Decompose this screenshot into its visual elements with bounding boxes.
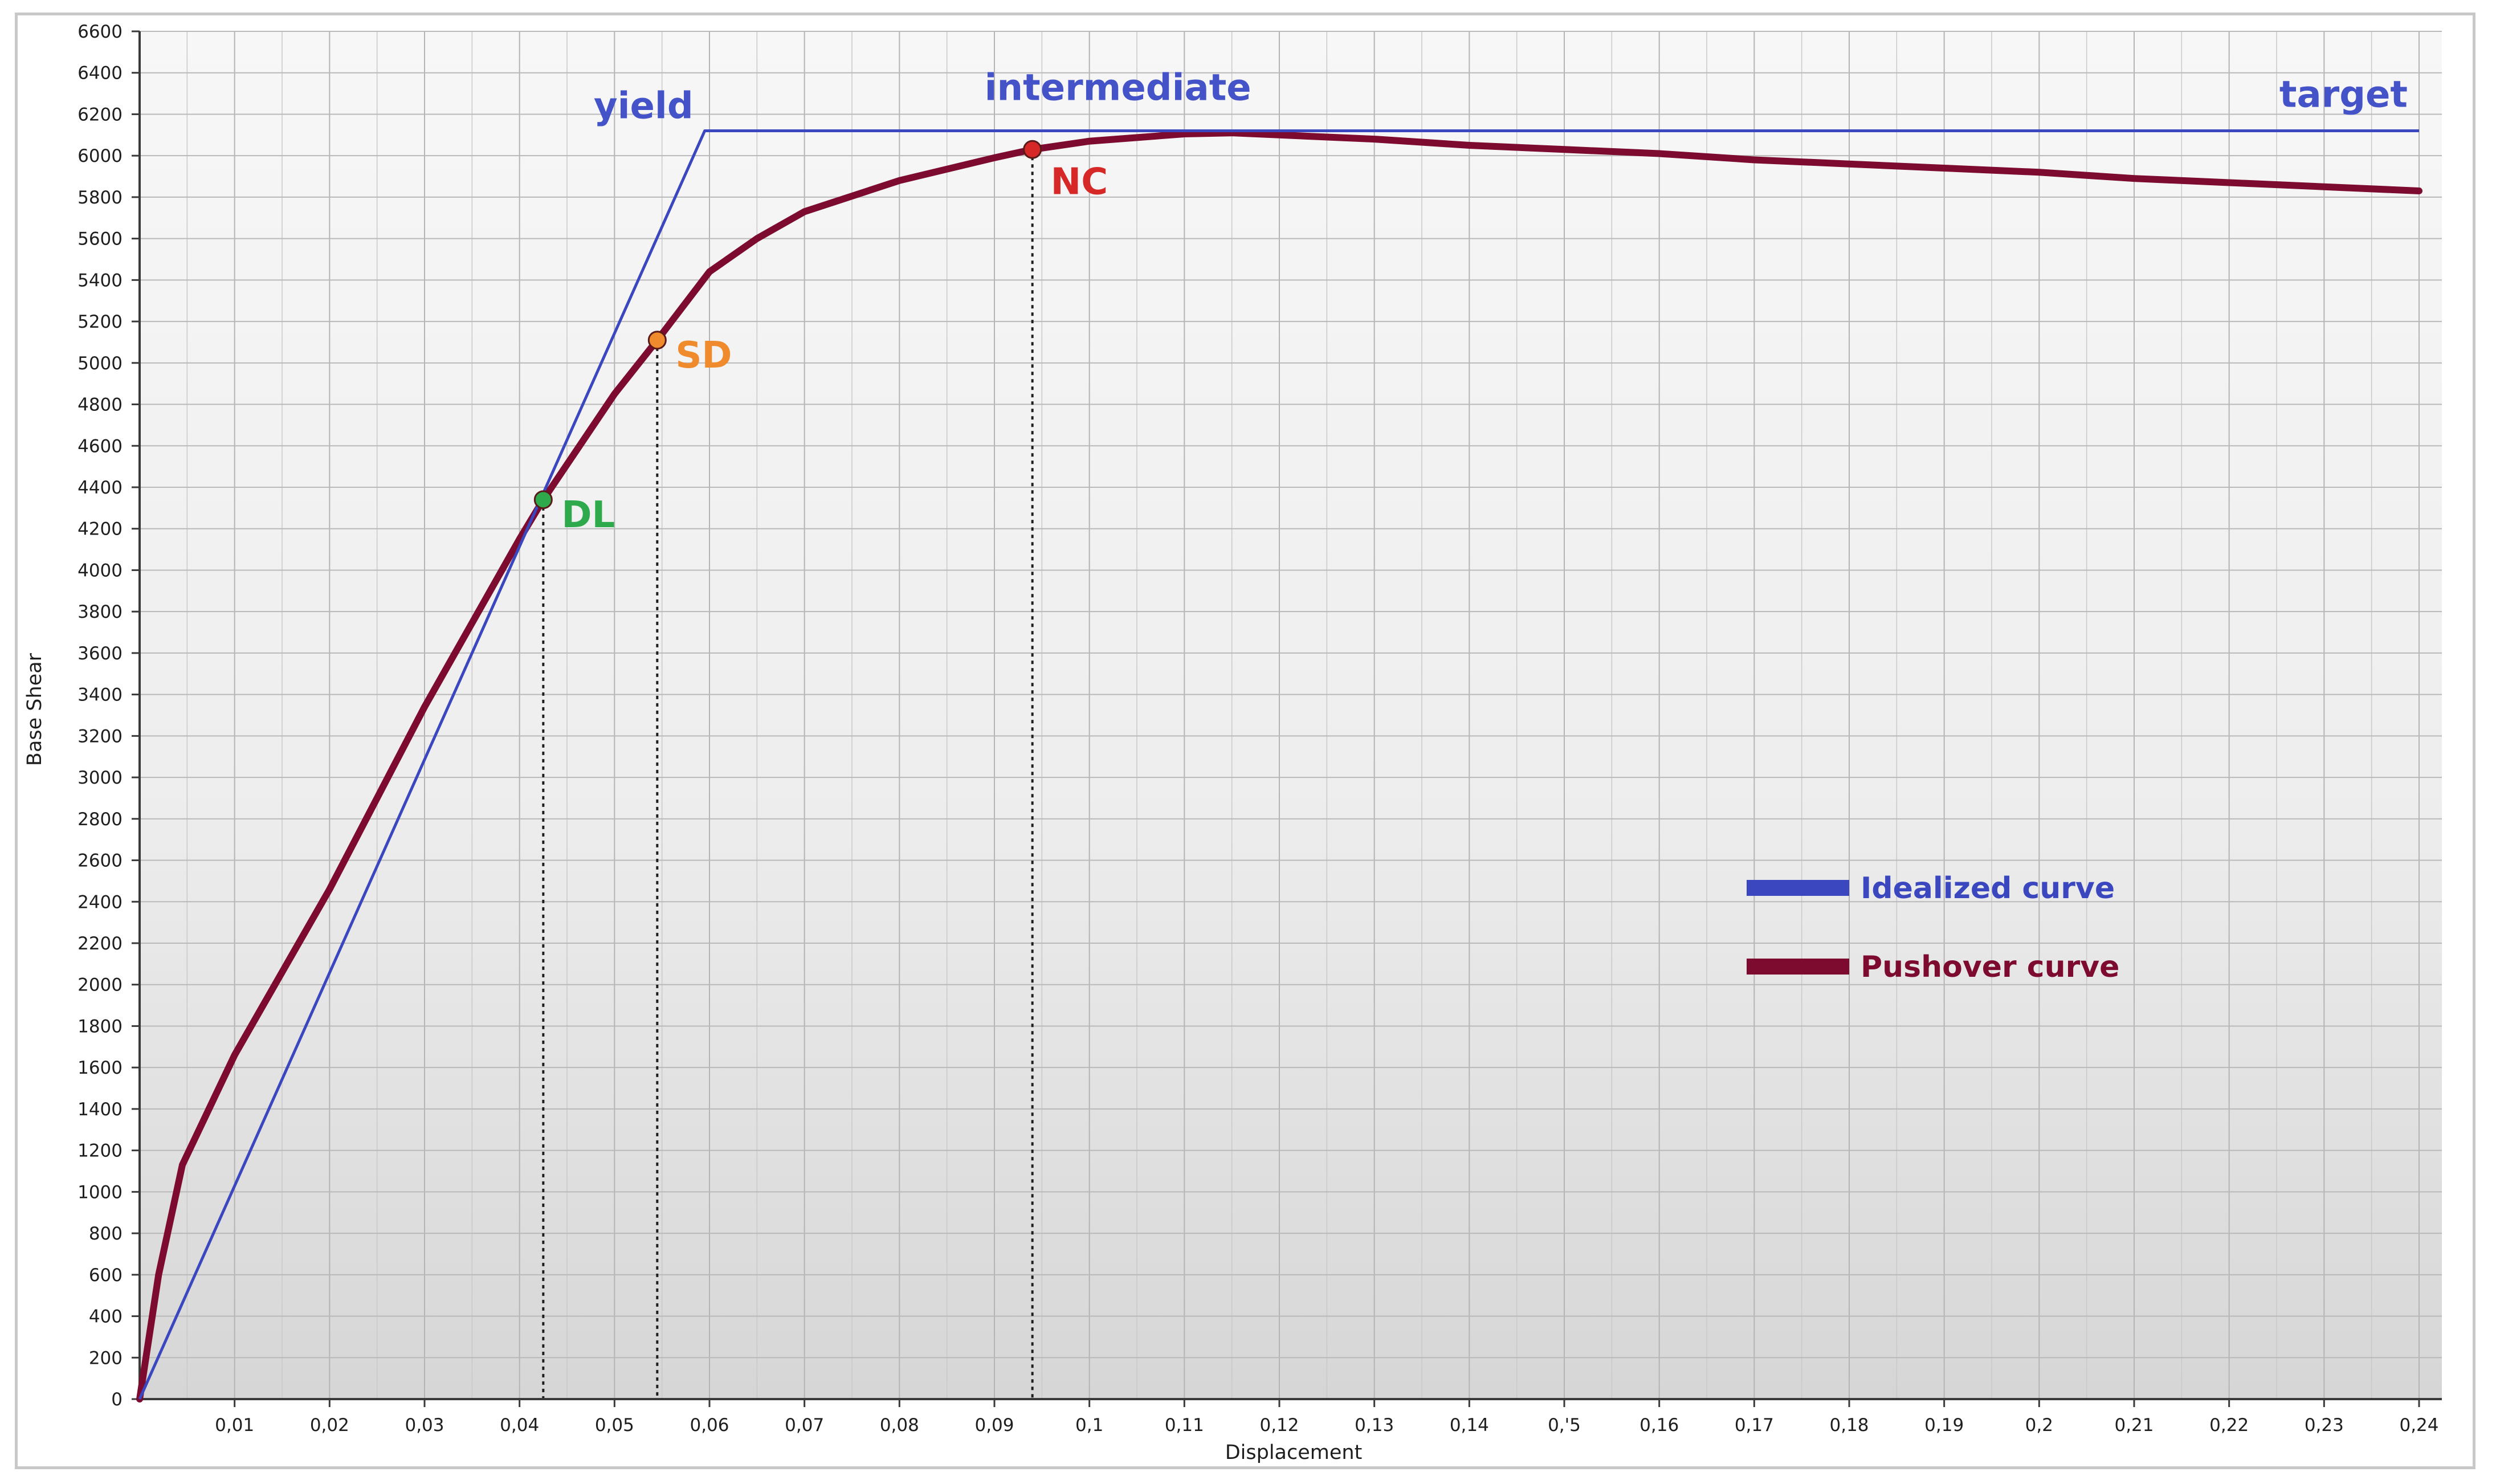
x-tick-label: 0,03 bbox=[405, 1415, 444, 1436]
x-tick-label: 0,16 bbox=[1639, 1415, 1679, 1436]
y-tick-label: 5400 bbox=[78, 270, 123, 291]
grid-lines bbox=[140, 31, 2442, 1399]
point-nc-marker bbox=[1023, 140, 1042, 159]
pushover-curve-line bbox=[136, 129, 2422, 1403]
point-sd-label: SD bbox=[675, 335, 732, 377]
y-tick-label: 800 bbox=[89, 1224, 123, 1244]
y-tick-label: 1000 bbox=[78, 1182, 123, 1202]
phase-annotations: yield intermediate target bbox=[594, 67, 2408, 128]
idealized-curve-line bbox=[138, 129, 2419, 1400]
annotation-intermediate: intermediate bbox=[985, 67, 1251, 109]
x-tick-label: 0,01 bbox=[215, 1415, 254, 1436]
y-tick-label: 2200 bbox=[78, 933, 123, 954]
y-tick-label: 6400 bbox=[78, 63, 123, 84]
y-tick-label: 3600 bbox=[78, 643, 123, 664]
y-tick-label: 5600 bbox=[78, 229, 123, 250]
x-tick-label: 0,23 bbox=[2305, 1415, 2344, 1436]
legend-label-1: Pushover curve bbox=[1861, 950, 2119, 984]
y-tick-label: 6000 bbox=[78, 146, 123, 166]
performance-points: DL SD NC bbox=[533, 140, 1108, 536]
x-tick-label: 0,21 bbox=[2114, 1415, 2154, 1436]
point-dl-marker bbox=[533, 490, 553, 509]
y-tick-label: 3000 bbox=[78, 768, 123, 788]
x-tick-label: 0,04 bbox=[500, 1415, 539, 1436]
y-tick-label: 4200 bbox=[78, 519, 123, 540]
y-tick-label: 1800 bbox=[78, 1016, 123, 1037]
x-tick-label: 0,22 bbox=[2209, 1415, 2249, 1436]
x-tick-label: 0,09 bbox=[974, 1415, 1014, 1436]
y-tick-label: 5200 bbox=[78, 312, 123, 332]
y-tick-label: 6600 bbox=[78, 22, 123, 42]
y-tick-label: 5000 bbox=[78, 353, 123, 374]
x-tick-label: 0,24 bbox=[2399, 1415, 2438, 1436]
x-tick-label: 0,'5 bbox=[1548, 1415, 1581, 1436]
x-axis-title: Displacement bbox=[1225, 1441, 1363, 1464]
legend: Idealized curve Pushover curve bbox=[1747, 871, 2119, 984]
x-tick-label: 0,06 bbox=[690, 1415, 729, 1436]
legend-swatch-1 bbox=[1747, 959, 1849, 975]
x-tick-label: 0,19 bbox=[1924, 1415, 1964, 1436]
x-tick-label: 0,11 bbox=[1165, 1415, 1204, 1436]
x-tick-label: 0,2 bbox=[2025, 1415, 2053, 1436]
y-tick-label: 400 bbox=[89, 1307, 123, 1327]
y-tick-label: 1200 bbox=[78, 1141, 123, 1161]
point-dl-label: DL bbox=[561, 494, 615, 536]
y-tick-label: 2600 bbox=[78, 851, 123, 871]
y-tick-label: 4000 bbox=[78, 560, 123, 581]
axes bbox=[138, 31, 2442, 1400]
y-tick-label: 1400 bbox=[78, 1099, 123, 1120]
x-tick-label: 0,13 bbox=[1355, 1415, 1394, 1436]
y-tick-labels: 0 200 400 600 800 1000 1200 1400 1600 1800 2000 220… bbox=[78, 22, 140, 1410]
x-tick-label: 0,02 bbox=[310, 1415, 349, 1436]
y-tick-label: 3800 bbox=[78, 602, 123, 622]
y-tick-label: 4800 bbox=[78, 395, 123, 415]
annotation-target: target bbox=[2279, 74, 2408, 116]
legend-label-0: Idealized curve bbox=[1861, 871, 2115, 906]
x-tick-label: 0,17 bbox=[1735, 1415, 1774, 1436]
x-tick-label: 0,05 bbox=[595, 1415, 634, 1436]
point-sd-marker bbox=[647, 331, 667, 350]
y-tick-label: 600 bbox=[89, 1265, 123, 1286]
y-tick-label: 4400 bbox=[78, 478, 123, 498]
y-tick-label: 200 bbox=[89, 1348, 123, 1368]
annotation-yield: yield bbox=[594, 85, 694, 128]
y-tick-label: 3200 bbox=[78, 726, 123, 747]
x-tick-label: 0,08 bbox=[880, 1415, 919, 1436]
series-layer bbox=[136, 129, 2422, 1403]
y-tick-label: 4600 bbox=[78, 436, 123, 456]
x-tick-label: 0,07 bbox=[785, 1415, 824, 1436]
y-axis-title: Base Shear bbox=[23, 653, 46, 766]
x-tick-label: 0,14 bbox=[1450, 1415, 1489, 1436]
point-nc-label: NC bbox=[1051, 161, 1108, 203]
x-tick-label: 0,1 bbox=[1075, 1415, 1103, 1436]
y-tick-label: 5800 bbox=[78, 187, 123, 208]
y-tick-label: 6200 bbox=[78, 104, 123, 125]
x-tick-label: 0,18 bbox=[1829, 1415, 1869, 1436]
y-tick-label: 2400 bbox=[78, 892, 123, 912]
x-tick-label: 0,12 bbox=[1259, 1415, 1299, 1436]
y-tick-label: 0 bbox=[111, 1389, 123, 1410]
y-tick-label: 1600 bbox=[78, 1058, 123, 1078]
phase-guide-lines bbox=[542, 149, 1034, 1399]
plot-background bbox=[140, 31, 2442, 1399]
y-tick-label: 2800 bbox=[78, 809, 123, 830]
y-tick-label: 2000 bbox=[78, 975, 123, 996]
y-tick-label: 3400 bbox=[78, 685, 123, 706]
x-tick-labels: 0,01 0,02 0,03 0,04 0,05 0,06 0,07 0,08 0,09 0,1 0… bbox=[215, 1399, 2439, 1436]
legend-swatch-0 bbox=[1747, 880, 1849, 896]
